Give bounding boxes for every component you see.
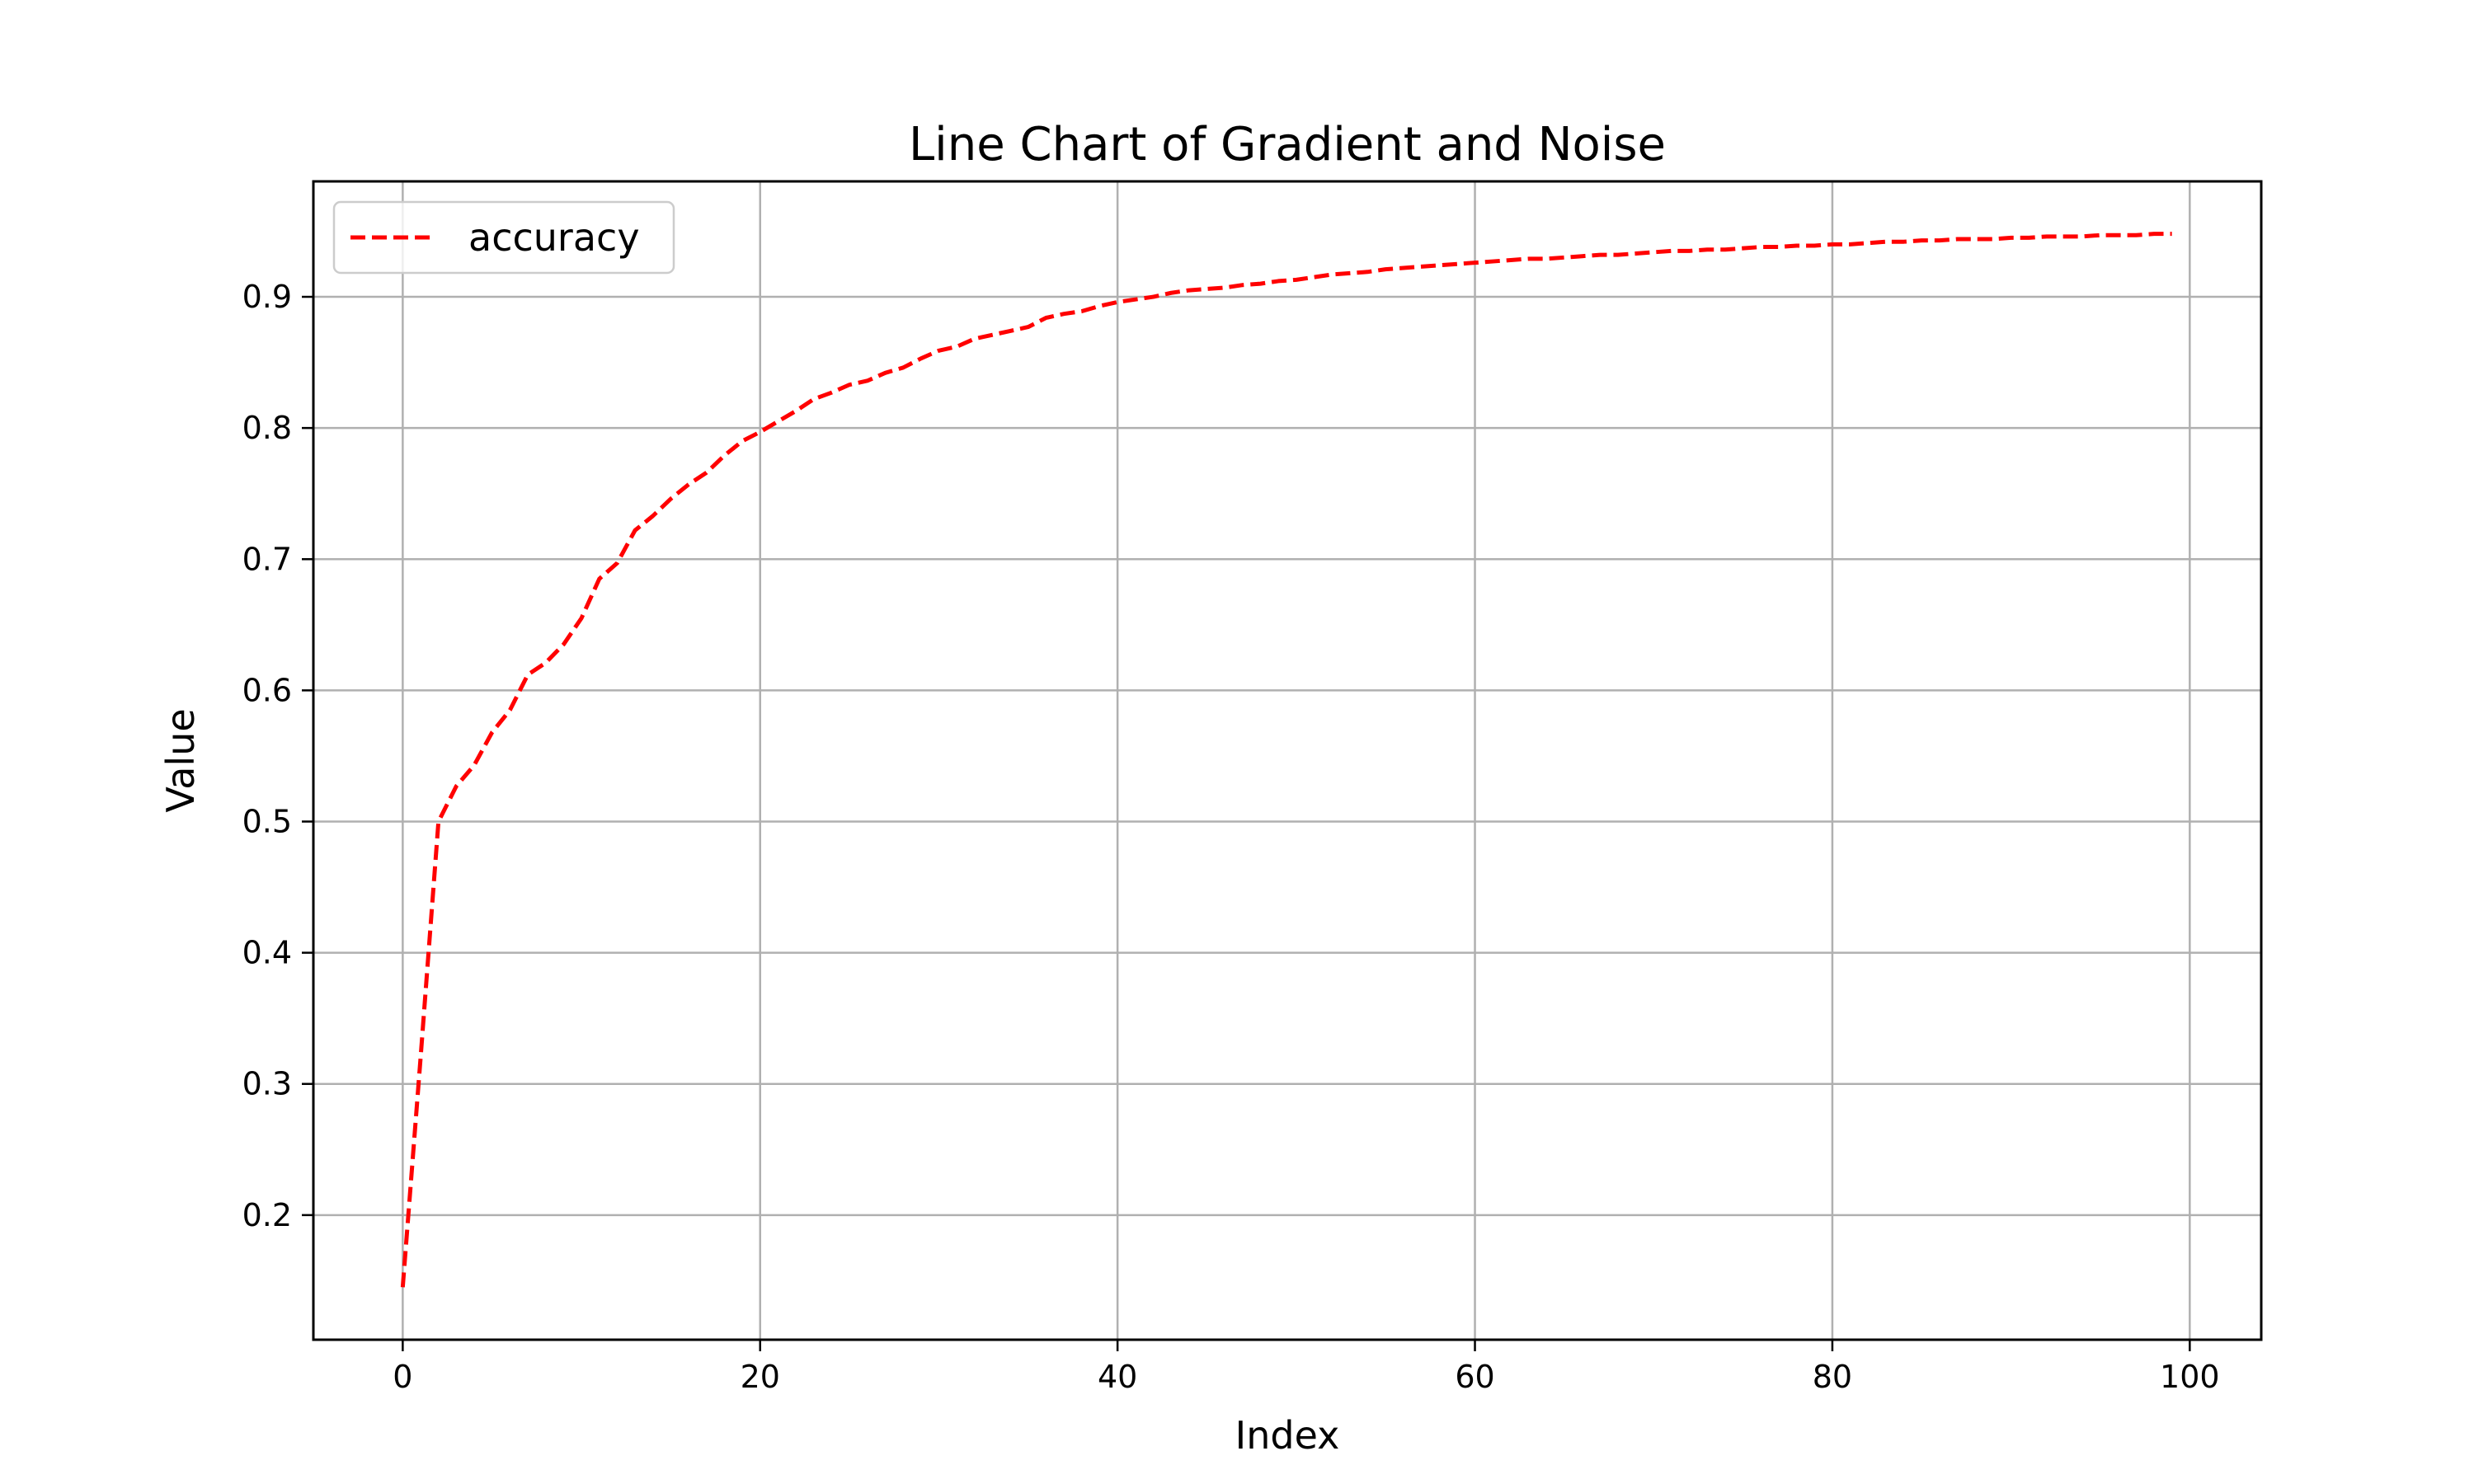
x-tick-label: 0 [393,1359,412,1395]
series-layer [400,232,2172,1288]
x-tick-label: 80 [1813,1359,1852,1395]
legend: accuracy [332,200,675,275]
ticks: 0 20 40 60 80 100 0.2 0.3 0.4 0.5 0.6 0.7 0.8 0.9 [242,279,2220,1395]
y-tick-label: 0.2 [242,1197,292,1233]
grid [313,181,2261,1340]
y-tick-label: 0.7 [242,541,292,577]
y-tick-label: 0.8 [242,410,292,446]
y-tick-label: 0.5 [242,803,292,839]
y-tick-label: 0.3 [242,1066,292,1102]
y-tick-label: 0.4 [242,935,292,971]
legend-label-accuracy: accuracy [468,215,640,260]
legend-box [332,200,675,275]
series-line-accuracy [400,232,2172,1288]
x-tick-label: 100 [2160,1359,2220,1395]
x-axis-label: Index [1235,1413,1340,1458]
x-tick-label: 60 [1455,1359,1494,1395]
x-tick-label: 20 [741,1359,780,1395]
x-tick-label: 40 [1098,1359,1137,1395]
y-tick-label: 0.6 [242,672,292,708]
y-tick-label: 0.9 [242,279,292,315]
plot-frame [312,180,2263,1341]
y-axis-label: Value [158,708,203,812]
chart-title: Line Chart of Gradient and Noise [909,118,1666,171]
